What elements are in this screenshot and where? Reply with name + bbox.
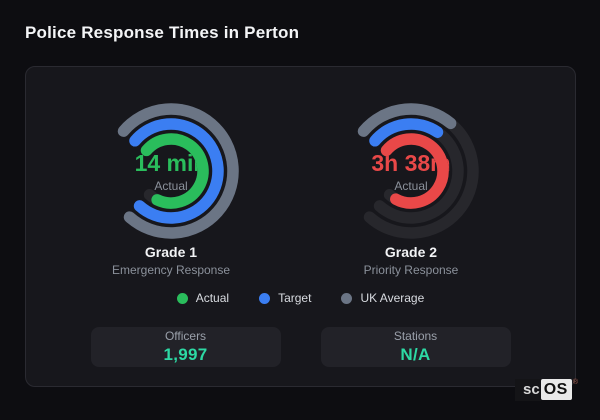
legend-label: UK Average (360, 291, 425, 305)
stat-officers: Officers 1,997 (90, 327, 281, 367)
stat-label: Stations (393, 329, 438, 343)
legend-item-target: Target (259, 291, 311, 305)
legend: Actual Target UK Average (26, 291, 575, 305)
page-title: Police Response Times in Perton (25, 23, 300, 42)
legend-item-uk-average: UK Average (341, 291, 424, 305)
grade-title: Grade 1 (144, 244, 198, 260)
grade-subtitle: Priority Response (363, 263, 459, 277)
legend-dot-uk-average-icon (341, 292, 353, 304)
response-times-card: 14 min Actual Grade 1 Emergency Response… (25, 66, 576, 387)
stat-value: N/A (400, 345, 431, 364)
legend-label: Actual (195, 291, 230, 305)
gauge-caption: Actual (394, 178, 428, 193)
registered-trademark-icon: ® (572, 379, 578, 386)
gauge-chart-grade-2: 3h 38m Actual (341, 101, 481, 241)
stat-stations: Stations N/A (320, 327, 511, 367)
gauge-rings-grade-1 (117, 103, 239, 239)
scos-logo: sc OS ® (515, 379, 578, 401)
grade-title: Grade 2 (384, 244, 438, 260)
gauge-chart-grade-1: 14 min Actual (101, 101, 241, 241)
stat-value: 1,997 (163, 345, 208, 364)
legend-dot-actual-icon (176, 292, 188, 304)
grade-subtitle: Emergency Response (111, 263, 231, 277)
gauge-caption: Actual (154, 178, 188, 193)
legend-dot-target-icon (259, 292, 271, 304)
gauge-grade-1: 14 min Actual Grade 1 Emergency Response (51, 101, 291, 277)
gauge-grade-2: 3h 38m Actual Grade 2 Priority Response (291, 101, 531, 277)
legend-label: Target (278, 291, 312, 305)
gauge-rings-grade-2 (357, 103, 479, 239)
stat-label: Officers (164, 329, 207, 343)
stats-row: Officers 1,997 Stations N/A (26, 327, 575, 367)
legend-item-actual: Actual (176, 291, 230, 305)
logo-suffix: OS (540, 379, 572, 400)
logo-prefix: sc (515, 379, 541, 401)
